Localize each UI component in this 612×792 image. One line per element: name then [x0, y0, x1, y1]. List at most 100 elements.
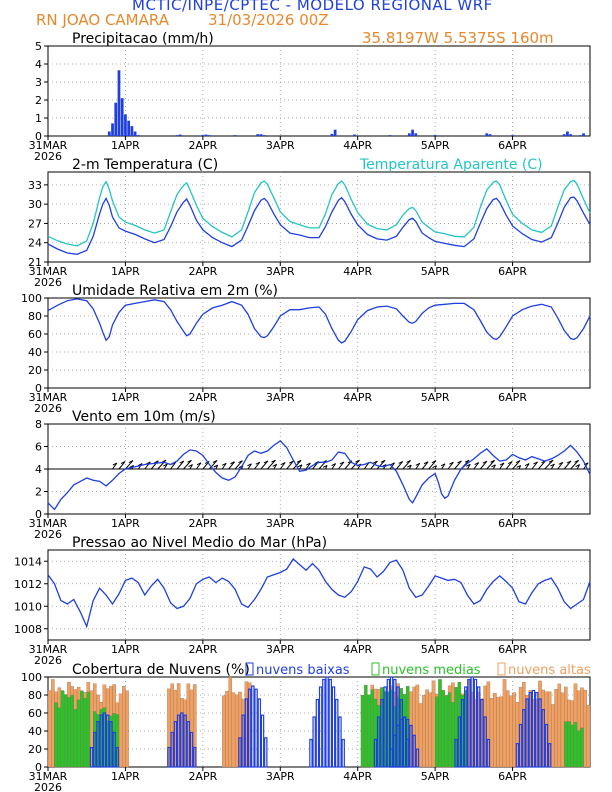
cloud-bar — [464, 686, 468, 768]
cloud-bar — [512, 692, 516, 768]
precip-bar — [201, 135, 205, 136]
precip-bar — [204, 134, 208, 136]
cloud-bar — [473, 678, 478, 768]
wind-barb — [234, 460, 243, 470]
wind-barb — [421, 461, 429, 470]
cloud-bar — [335, 698, 339, 768]
wind-barb — [396, 461, 404, 470]
wind-barb — [112, 462, 118, 470]
chart-title: MCTIC/INPE/CPTEC - MODELO REGIONAL WRF — [132, 0, 493, 14]
precip-bar — [114, 102, 118, 136]
cloud-bar — [63, 694, 68, 768]
wind-barb-flag — [423, 461, 429, 465]
legend-swatch — [497, 662, 506, 676]
cloud-bar — [251, 685, 255, 768]
x-tick-label: 1APR — [111, 643, 140, 656]
cloud-bar — [231, 692, 236, 768]
cloud-bar — [422, 695, 426, 768]
y-tick-label: 0 — [35, 508, 42, 521]
wind-barb — [305, 462, 311, 470]
wind-barb-flag — [398, 460, 403, 464]
x-tick-label: 3APR — [266, 391, 295, 404]
wind-barb-flag — [440, 463, 446, 467]
y-tick-label: 80 — [28, 310, 42, 323]
cloud-bar — [406, 718, 410, 768]
cloud-bar — [331, 686, 336, 768]
wind-barb — [525, 463, 530, 470]
y-tick-label: 20 — [28, 364, 42, 377]
precip-bar — [353, 134, 356, 136]
cloud-bar — [586, 705, 591, 768]
wind-barb-flag — [524, 463, 530, 466]
x-tick-label: 31MAR — [29, 770, 68, 783]
precip-bar — [259, 134, 263, 136]
wind-barb — [331, 463, 337, 470]
wind-barb-flag — [474, 462, 479, 466]
cloud-bar — [447, 692, 452, 768]
precip-bar — [207, 135, 211, 136]
wind-barb-flag — [297, 464, 303, 468]
y-tick-label: 21 — [28, 256, 42, 269]
cloud-bar — [60, 690, 65, 768]
cloud-bar — [112, 731, 116, 768]
cloud-bar — [425, 689, 429, 768]
cloud-bar — [51, 679, 55, 768]
wind-barb-flag — [550, 463, 555, 467]
run-label: 31/03/2026 00Z — [208, 11, 329, 29]
cloud-bar — [189, 731, 194, 768]
x-tick-label: 2APR — [188, 391, 217, 404]
cloud-bar — [67, 697, 71, 768]
cloud-bar — [567, 721, 571, 768]
wind-barb-flag — [188, 464, 193, 468]
wind-barb-flag — [574, 459, 579, 463]
y-tick-label: 33 — [28, 179, 42, 192]
wind-barb-flag — [516, 464, 521, 468]
wind-barb — [557, 462, 564, 470]
cloud-bar — [238, 737, 242, 768]
cloud-bar — [418, 703, 423, 768]
cloud-bar — [47, 690, 52, 768]
cloud-bar — [244, 698, 249, 768]
y-tick-label: 4 — [35, 58, 42, 71]
cloud-bar — [431, 680, 436, 768]
cloud-bar — [451, 702, 455, 768]
x-tick-year: 2026 — [34, 654, 62, 667]
x-tick-label: 6APR — [498, 139, 527, 152]
wind-barb — [267, 459, 276, 470]
precip-bar — [488, 134, 492, 136]
wind-barb — [286, 460, 294, 470]
wind-barb — [479, 460, 488, 470]
wind-barb — [415, 462, 421, 470]
wind-barb — [531, 461, 538, 470]
y-tick-label: 3 — [35, 76, 42, 89]
x-tick-label: 4APR — [343, 770, 372, 783]
wind-barb-flag — [112, 462, 118, 466]
precip-bar — [414, 133, 418, 136]
x-tick-label: 5APR — [421, 391, 450, 404]
x-tick-year: 2026 — [34, 402, 62, 415]
precip-bar — [511, 135, 514, 136]
location-label: RN JOAO CAMARA — [36, 11, 169, 29]
panel-title: Umidade Relativa em 2m (%) — [72, 283, 278, 299]
precip-bar — [136, 135, 140, 136]
wind-barb-flag — [464, 459, 470, 463]
x-tick-label: 2APR — [188, 770, 217, 783]
cloud-bar — [183, 714, 187, 768]
x-tick-label: 2APR — [188, 265, 217, 278]
cloud-bar — [396, 724, 400, 768]
y-tick-label: 5 — [35, 40, 42, 53]
cloud-bar — [486, 738, 491, 768]
wind-barb-flag — [407, 464, 412, 468]
precip-bar — [130, 126, 134, 136]
cloud-bar — [318, 686, 323, 768]
panel-title: Cobertura de Nuvens (%) — [72, 662, 250, 678]
precip-bar — [582, 133, 585, 136]
x-tick-label: 31MAR — [29, 517, 68, 530]
y-tick-label: 80 — [28, 689, 42, 702]
wind-barb — [544, 459, 554, 470]
x-tick-label: 6APR — [498, 517, 527, 530]
cloud-bar — [564, 721, 568, 768]
cloud-bar — [531, 689, 536, 768]
